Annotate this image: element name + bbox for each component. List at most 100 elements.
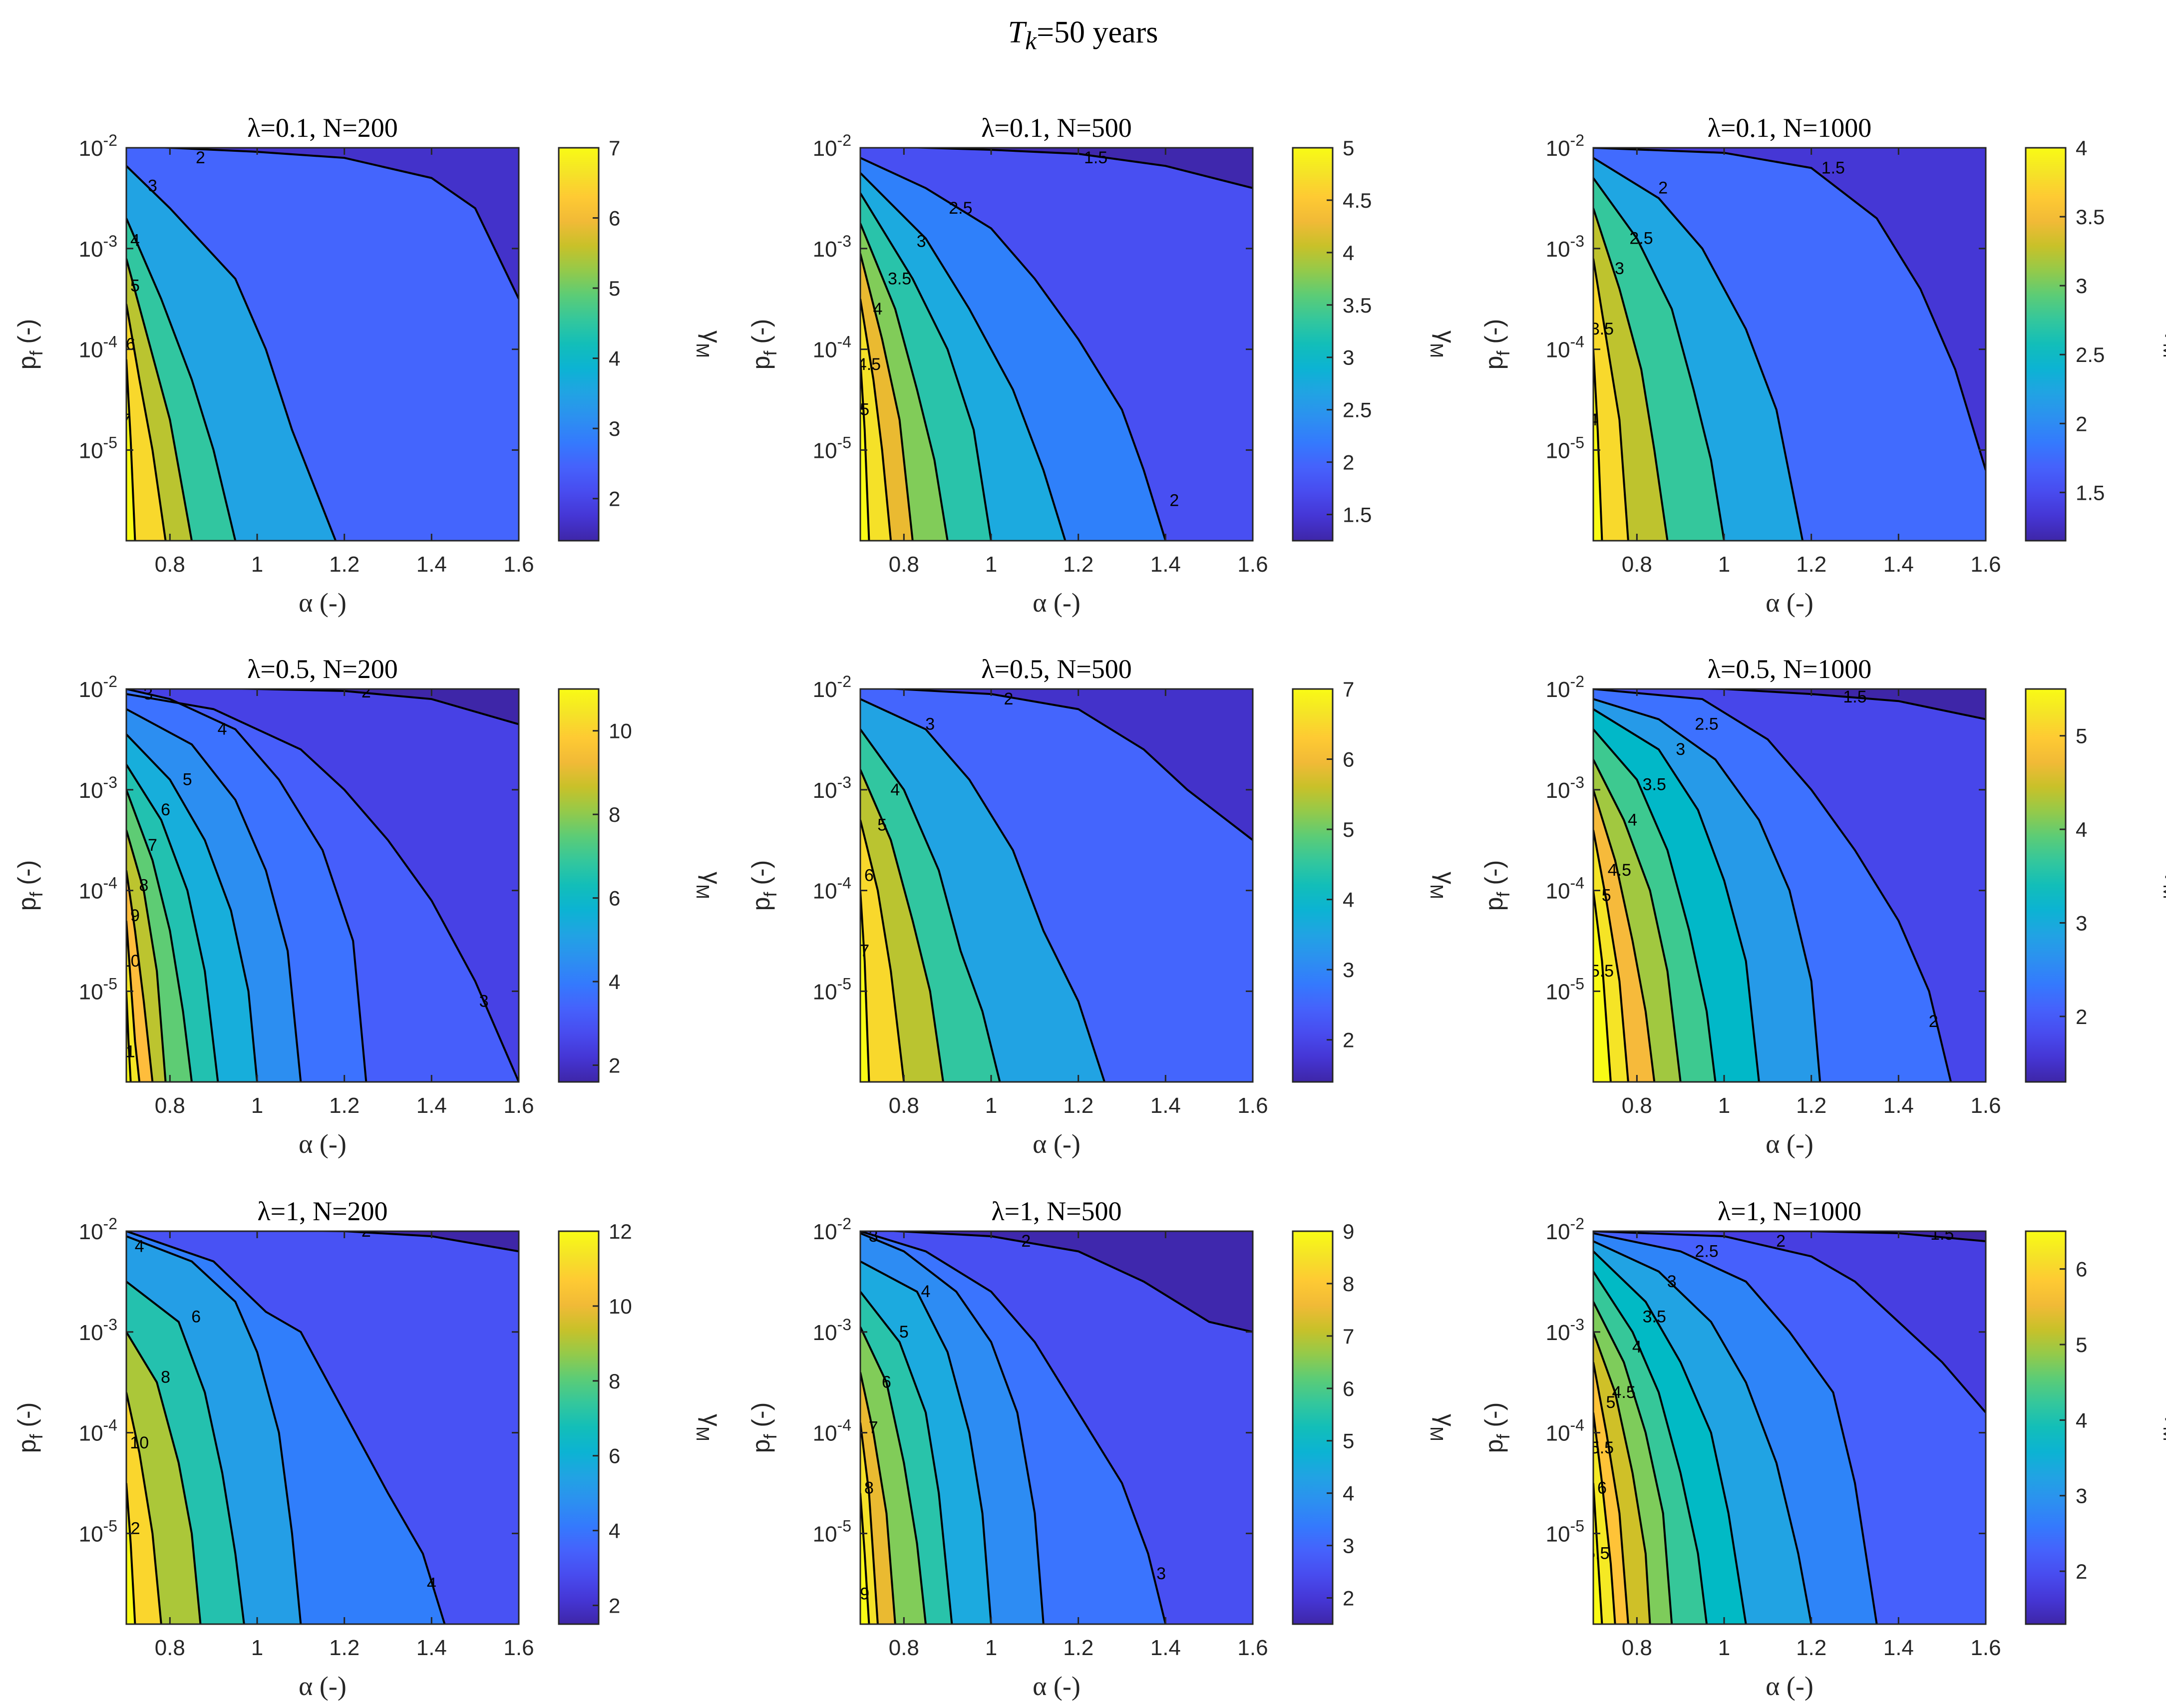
contour-label: 2.5 [1695,715,1718,734]
colorbar-tick-label: 3 [1343,958,1354,982]
x-tick-label: 1.4 [1883,552,1914,577]
contour-line-9 [860,1493,870,1624]
y-axis-label: pf (-) [13,319,46,370]
contour-line-4 [860,1260,992,1624]
subplot-l01-n500: 1.5 2 2.5 3 3.5 4 4.5 5 0.8 1 1.2 1.4 1.6 10-5 10-4 10-… [747,113,1460,618]
y-tick-label: 10-4 [813,333,851,362]
contour-line-3 [126,165,337,541]
contour-label: 2.5 [1695,1242,1718,1261]
contour-label: 3.5 [1590,320,1614,339]
contour-line-8 [126,1331,202,1624]
subplot-title: λ=1, N=500 [991,1196,1121,1226]
colorbar-tick-label: 4 [2076,136,2087,160]
colorbar-l1-n1000: 2 3 4 5 6 γM [2025,1230,2166,1625]
axes-box [859,1230,1254,1625]
contour-label: 4 [130,231,140,250]
contour-label: 4 [873,300,882,319]
contour-line-3.5 [1593,258,1629,541]
colorbar-l05-n500: 2 3 4 5 6 7 γM [1292,678,1460,1083]
contour-label: 6 [1597,1479,1607,1498]
contour-label: 7 [869,1418,878,1437]
x-tick-label: 1 [251,552,263,577]
contour-label: 8 [161,1368,170,1387]
y-tick-label: 10-3 [1546,232,1584,262]
subplot-l1-n500: 2 3 3 4 5 6 7 8 9 0.8 1 1.2 1.4 1.6 10-5 10-4 10-3 10-2 λ=… [747,1196,1460,1701]
y-tick-label: 10-3 [813,773,851,803]
colorbar-tick-label: 4 [2076,818,2087,841]
colorbar-tick-label: 4 [1343,888,1354,912]
x-tick-label: 1.6 [503,1093,534,1118]
contour-label: 2 [1658,179,1668,198]
y-tick-label: 10-5 [813,1517,851,1546]
colorbar-tick-label: 4 [609,970,620,994]
y-tick-label: 10-4 [79,874,117,904]
colorbar-tick-label: 5 [2076,1333,2087,1357]
y-tick-label: 10-2 [79,131,117,161]
y-tick-label: 10-4 [1546,874,1584,904]
subplot-l1-n200: 2 4 4 6 8 10 12 0.8 1 1.2 1.4 1.6 10-5 10-4 10-3 10-2 λ=… [13,1196,726,1701]
axes-box [859,688,1254,1083]
contour-label: 5 [860,400,869,419]
x-axis-label: α (-) [299,1671,347,1701]
x-tick-label: 1.6 [503,1636,534,1660]
y-axis-label: pf (-) [13,1402,46,1453]
contours-l01-n200: 2 3 4 5 6 7 [126,148,519,541]
y-tick-label: 10-2 [1546,1215,1584,1244]
contour-line-3 [126,689,367,1082]
contour-label: 7 [860,942,869,961]
contour-line-2 [1593,157,1804,541]
colorbar-l01-n200: 2 3 4 5 6 7 γM [558,136,726,542]
x-tick-label: 1.2 [329,1636,360,1660]
x-tick-label: 1.4 [1883,1636,1914,1660]
contour-label: 3 [917,232,926,251]
suptitle-k: k [1025,26,1037,55]
contour-label: 2 [1004,689,1013,708]
contour-line-7 [126,789,193,1082]
colorbar-tick-label: 3 [1343,346,1354,369]
colorbar-tick-label: 3 [2076,274,2087,298]
colorbar-label: γM [693,1414,726,1441]
colorbar-tick-label: 4.5 [1343,189,1372,212]
subplot-title: λ=0.1, N=1000 [1708,113,1872,143]
x-tick-label: 1.6 [1970,552,2001,577]
colorbar-gradient [1292,1230,1334,1625]
y-tick-label: 10-4 [813,1416,851,1446]
contour-line-5 [1593,1332,1651,1624]
contour-label: 6 [882,1373,891,1392]
colorbar-tick-label: 6 [609,1444,620,1468]
colorbar-tick-label: 3.5 [2076,205,2105,229]
x-tick-label: 1.2 [1796,1636,1826,1660]
x-tick-label: 1.6 [1237,552,1268,577]
x-axis-label: α (-) [299,588,347,618]
colorbar-label: γM [693,872,726,899]
colorbar-gradient [1292,688,1334,1083]
axes-box [1592,688,1987,1083]
axes-box [859,147,1254,542]
x-tick-label: 1 [1718,1636,1730,1660]
x-tick-label: 1.4 [416,552,447,577]
axes-box [125,147,520,542]
x-tick-label: 1.4 [1150,1093,1181,1118]
contour-label: 3 [1615,259,1624,278]
x-tick-label: 1 [251,1093,263,1118]
x-tick-label: 1 [985,1093,997,1118]
axes-box [1592,147,1987,542]
contour-line-10 [126,920,141,1082]
colorbar-tick-label: 5 [1343,1429,1354,1453]
subplot-l01-n1000: 1.5 2 2.5 3 3.5 4 0.8 1 1.2 1.4 1.6 10-5 10-4 10-3 10-… [1480,113,2166,618]
y-tick-label: 10-2 [813,1215,851,1244]
contour-line-9 [126,870,154,1082]
colorbar-gradient [2025,147,2067,542]
contour-label: 5.5 [1590,962,1614,981]
contour-line-2 [1593,689,1952,1082]
contour-label: 2.5 [1629,229,1653,248]
colorbar-l05-n200: 2 4 6 8 10 γM [558,688,726,1083]
x-tick-label: 0.8 [889,552,919,577]
contour-line-2 [148,148,519,300]
contour-label: 1.5 [1821,158,1845,177]
x-tick-label: 0.8 [1622,1093,1652,1118]
x-tick-label: 0.8 [889,1636,919,1660]
subplot-title: λ=1, N=1000 [1718,1196,1861,1226]
colorbar-tick-label: 4 [1343,1482,1354,1505]
contour-line-2 [258,1231,519,1253]
